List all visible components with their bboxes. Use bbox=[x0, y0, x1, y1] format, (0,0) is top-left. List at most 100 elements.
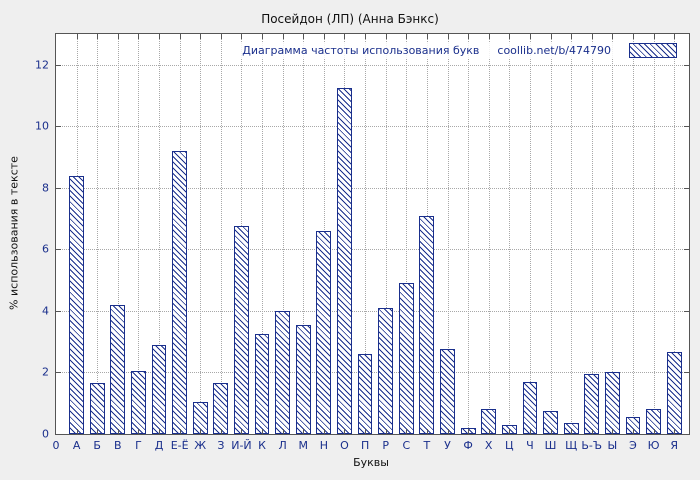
x-tick-label: Ь-Ъ bbox=[581, 439, 603, 452]
bar bbox=[378, 307, 394, 434]
y-tick-label: 0 bbox=[42, 427, 49, 441]
x-tick-label: Ю bbox=[647, 439, 660, 452]
x-tick-mark bbox=[97, 429, 99, 434]
grid-line-vertical bbox=[468, 34, 470, 434]
bar bbox=[440, 349, 455, 434]
x-tick-mark bbox=[365, 429, 367, 434]
grid-line-horizontal bbox=[56, 64, 689, 66]
bar bbox=[110, 304, 126, 434]
grid-line-vertical bbox=[117, 34, 119, 434]
bar bbox=[460, 427, 476, 434]
x-tick-label: Т bbox=[423, 439, 431, 452]
y-tick-mark bbox=[56, 187, 61, 189]
grid-line-vertical bbox=[282, 34, 284, 434]
bar bbox=[295, 324, 311, 434]
x-tick-mark bbox=[529, 429, 531, 434]
bar bbox=[337, 87, 352, 434]
x-tick-mark bbox=[262, 34, 264, 39]
x-tick-mark bbox=[406, 429, 408, 434]
x-tick-mark bbox=[76, 34, 78, 39]
x-tick-mark bbox=[426, 34, 428, 39]
x-tick-label: Ц bbox=[505, 439, 514, 452]
grid-line-horizontal bbox=[56, 372, 689, 374]
x-axis-label: Буквы bbox=[353, 456, 389, 469]
y-tick-mark bbox=[684, 64, 689, 66]
bar bbox=[172, 150, 188, 434]
y-tick-mark bbox=[684, 187, 689, 189]
grid-line-vertical bbox=[529, 34, 531, 434]
x-tick-mark bbox=[323, 34, 325, 39]
x-tick-mark bbox=[447, 34, 449, 39]
grid-line-horizontal bbox=[56, 249, 689, 251]
grid-line-vertical bbox=[138, 34, 140, 434]
x-tick-mark bbox=[488, 429, 490, 434]
y-tick-label: 10 bbox=[35, 119, 49, 133]
grid-line-vertical bbox=[200, 34, 202, 434]
x-tick-label: В bbox=[114, 439, 122, 452]
y-axis-label: % использования в тексте bbox=[7, 156, 21, 310]
x-tick-mark bbox=[529, 34, 531, 39]
x-tick-mark bbox=[468, 429, 470, 434]
x-tick-mark bbox=[138, 34, 140, 39]
x-tick-mark bbox=[282, 34, 284, 39]
x-tick-label: Х bbox=[484, 439, 493, 452]
bar bbox=[316, 230, 332, 434]
bar bbox=[666, 352, 682, 434]
grid-line-vertical bbox=[571, 34, 573, 434]
grid-line-vertical bbox=[385, 34, 387, 434]
x-tick-mark bbox=[674, 34, 676, 39]
y-tick-label: 2 bbox=[42, 365, 49, 379]
x-tick-mark bbox=[591, 429, 593, 434]
x-tick-mark bbox=[447, 429, 449, 434]
x-tick-label: Г bbox=[135, 439, 142, 452]
x-tick-mark bbox=[303, 429, 305, 434]
x-tick-label: Ж bbox=[194, 439, 207, 452]
legend: Диаграмма частоты использования букв coo… bbox=[240, 42, 679, 59]
bar bbox=[398, 283, 414, 434]
x-tick-mark bbox=[612, 34, 614, 39]
y-tick-mark bbox=[684, 372, 689, 374]
x-tick-label: П bbox=[360, 439, 370, 452]
x-tick-mark bbox=[138, 429, 140, 434]
bar bbox=[89, 383, 105, 434]
x-tick-mark bbox=[220, 34, 222, 39]
x-tick-label: З bbox=[217, 439, 225, 452]
bar bbox=[254, 334, 270, 434]
x-tick-mark bbox=[200, 34, 202, 39]
y-tick-mark bbox=[684, 249, 689, 251]
x-tick-mark bbox=[385, 34, 387, 39]
x-tick-mark bbox=[344, 429, 346, 434]
x-tick-mark bbox=[509, 34, 511, 39]
x-tick-mark bbox=[159, 429, 161, 434]
x-tick-mark bbox=[426, 429, 428, 434]
y-tick-mark bbox=[56, 310, 61, 312]
bar bbox=[625, 417, 641, 434]
bar bbox=[192, 401, 208, 434]
y-tick-mark bbox=[684, 434, 689, 435]
x-tick-mark bbox=[282, 429, 284, 434]
x-tick-mark bbox=[303, 34, 305, 39]
grid-line-vertical bbox=[159, 34, 161, 434]
grid-line-vertical bbox=[550, 34, 552, 434]
legend-hatch-swatch bbox=[629, 43, 677, 58]
chart-title: Посейдон (ЛП) (Анна Бэнкс) bbox=[261, 12, 439, 26]
x-tick-label: У bbox=[444, 439, 451, 452]
x-origin-label: 0 bbox=[52, 439, 60, 452]
x-tick-label: Н bbox=[319, 439, 328, 452]
grid-line-vertical bbox=[220, 34, 222, 434]
y-tick-mark bbox=[56, 126, 61, 128]
x-tick-mark bbox=[591, 34, 593, 39]
x-tick-mark bbox=[571, 34, 573, 39]
x-tick-label: Ч bbox=[526, 439, 534, 452]
x-tick-mark bbox=[468, 34, 470, 39]
x-tick-mark bbox=[488, 34, 490, 39]
bar bbox=[501, 424, 517, 434]
bar bbox=[604, 372, 620, 434]
y-tick-mark bbox=[56, 64, 61, 66]
x-tick-mark bbox=[241, 34, 243, 39]
grid-line-vertical bbox=[406, 34, 408, 434]
x-tick-mark bbox=[550, 34, 552, 39]
x-tick-mark bbox=[674, 429, 676, 434]
grid-line-vertical bbox=[612, 34, 614, 434]
